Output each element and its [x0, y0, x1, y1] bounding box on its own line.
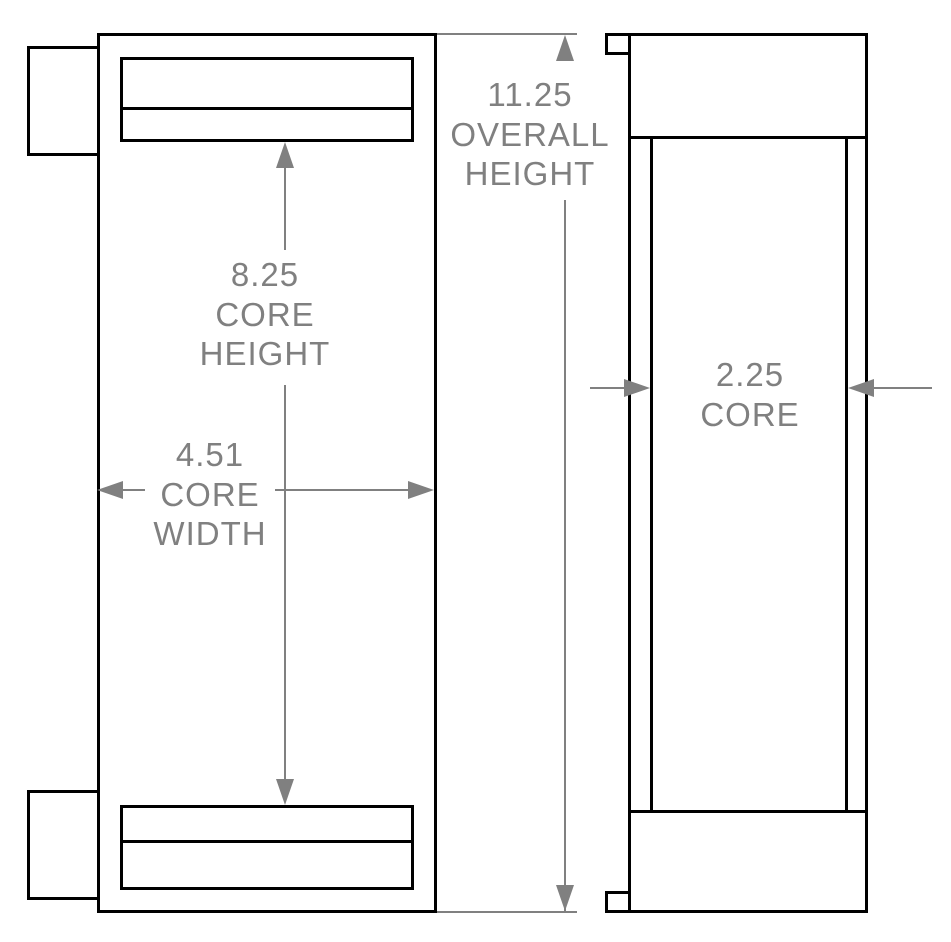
front-outer-right	[434, 33, 437, 913]
dim-cored-line-l	[590, 387, 624, 389]
dim-coreh-arrow-down	[276, 779, 294, 805]
top-inset-b	[120, 139, 414, 142]
dim-overall-l2: HEIGHT	[465, 155, 596, 192]
dim-overall-line	[564, 200, 566, 913]
top-inset-div	[120, 107, 414, 110]
dim-coreh-value: 8.25	[231, 256, 299, 293]
top-inset-r	[411, 57, 414, 142]
dim-overall-value: 11.25	[487, 76, 572, 113]
front-outer-left	[97, 33, 100, 913]
flange-top-l	[605, 33, 608, 55]
bot-inset-l	[120, 805, 123, 890]
side-topcap-b	[628, 136, 868, 139]
dim-cored-arrow-l	[624, 379, 650, 397]
side-outer-left	[628, 33, 631, 913]
bot-inset-div	[120, 840, 414, 843]
flange-bot-t	[605, 891, 631, 894]
bot-inset-b	[120, 887, 414, 890]
dim-corew-value: 4.51	[176, 436, 244, 473]
boss-top-t	[27, 46, 97, 49]
dim-cored-l1: CORE	[700, 396, 799, 433]
dim-overall-arrow-up	[556, 35, 574, 61]
boss-top-b	[27, 153, 97, 156]
boss-top-l	[27, 46, 30, 156]
bot-inset-t	[120, 805, 414, 808]
dim-corew-l2: WIDTH	[153, 515, 266, 552]
top-inset-t	[120, 57, 414, 60]
dim-corew-arrow-l	[97, 481, 123, 499]
dim-corew-l1: CORE	[160, 476, 259, 513]
dim-corew-arrow-r	[408, 481, 434, 499]
dim-coreh-text: 8.25 CORE HEIGHT	[185, 255, 345, 374]
drawing-canvas: 11.25 OVERALL HEIGHT 8.25 CORE HEIGHT 4.…	[0, 0, 951, 942]
dim-overall-ext-bot	[437, 911, 577, 913]
dim-cored-line-r	[874, 387, 932, 389]
boss-bot-t	[27, 790, 97, 793]
dim-coreh-l1: CORE	[215, 296, 314, 333]
boss-bot-l	[27, 790, 30, 900]
side-core-r	[845, 136, 848, 813]
flange-top-b	[605, 52, 631, 55]
boss-bot-b	[27, 897, 97, 900]
side-core-l	[650, 136, 653, 813]
flange-bot-b	[605, 910, 631, 913]
side-botcap-t	[628, 810, 868, 813]
side-outer-bot	[628, 910, 868, 913]
dim-cored-value: 2.25	[716, 356, 784, 393]
side-outer-top	[628, 33, 868, 36]
dim-overall-arrow-down	[556, 885, 574, 911]
flange-top-t	[605, 33, 631, 36]
front-outer-top	[97, 33, 437, 36]
dim-coreh-line-top	[284, 168, 286, 250]
flange-bot-l	[605, 891, 608, 913]
side-outer-right	[865, 33, 868, 913]
top-inset-l	[120, 57, 123, 142]
dim-corew-text: 4.51 CORE WIDTH	[145, 435, 275, 554]
dim-overall-text: 11.25 OVERALL HEIGHT	[450, 75, 610, 194]
dim-overall-l1: OVERALL	[450, 116, 609, 153]
front-outer-bottom	[97, 910, 437, 913]
dim-coreh-arrow-up	[276, 142, 294, 168]
bot-inset-r	[411, 805, 414, 890]
dim-cored-text: 2.25 CORE	[695, 355, 805, 434]
dim-coreh-l2: HEIGHT	[200, 335, 331, 372]
dim-coreh-line-bot	[284, 385, 286, 780]
dim-cored-arrow-r	[848, 379, 874, 397]
